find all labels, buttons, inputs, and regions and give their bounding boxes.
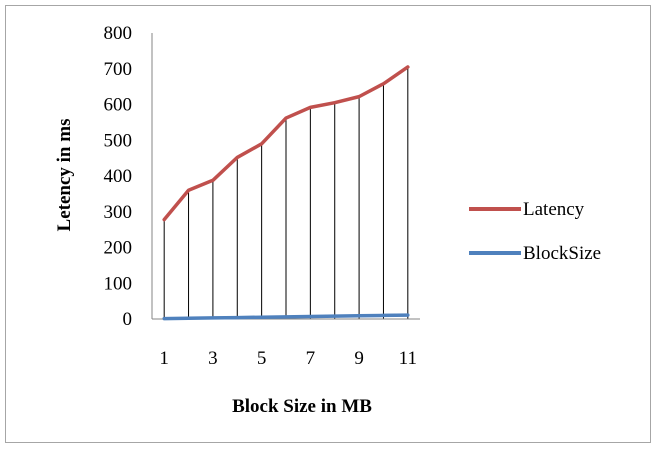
y-tick-label: 800 xyxy=(104,23,133,44)
y-tick-label: 200 xyxy=(104,238,133,259)
y-axis-title: Letency in ms xyxy=(54,119,75,232)
series-layer xyxy=(162,65,410,321)
series-line-latency xyxy=(162,65,410,222)
x-tick-label: 9 xyxy=(354,348,364,369)
y-tick-label: 0 xyxy=(123,309,133,330)
y-tick-label: 700 xyxy=(104,59,133,80)
legend: Latency BlockSize xyxy=(469,199,601,264)
x-tick-label: 11 xyxy=(399,348,417,369)
legend-label-latency: Latency xyxy=(523,199,585,220)
y-tick-label: 100 xyxy=(104,273,133,294)
y-tick-label: 400 xyxy=(104,166,133,187)
x-tick-label: 3 xyxy=(208,348,218,369)
drop-lines xyxy=(163,66,409,319)
y-tick-label: 600 xyxy=(104,95,133,116)
series-line-blocksize xyxy=(162,313,410,321)
x-tick-label: 7 xyxy=(306,348,316,369)
x-tick-label: 1 xyxy=(159,348,169,369)
chart-frame xyxy=(5,5,651,443)
y-tick-label: 300 xyxy=(104,202,133,223)
y-tick-label: 500 xyxy=(104,130,133,151)
x-axis-title: Block Size in MB xyxy=(232,396,372,417)
ticks-layer: 0 100 200 300 400 500 600 700 800 1 3 5 7 9 11 xyxy=(104,23,417,369)
x-tick-label: 5 xyxy=(257,348,267,369)
legend-label-blocksize: BlockSize xyxy=(523,243,601,264)
